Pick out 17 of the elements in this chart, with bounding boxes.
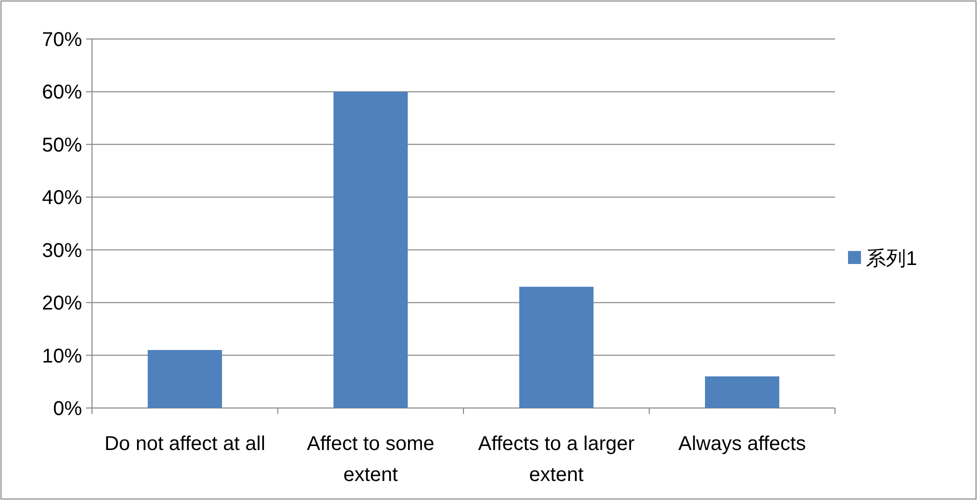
y-tick-label: 70%: [42, 29, 82, 51]
legend-label: 系列1: [866, 248, 918, 270]
bar: [519, 286, 594, 408]
bar: [333, 92, 408, 408]
y-tick-label: 20%: [42, 292, 82, 315]
bar: [704, 376, 780, 408]
y-tick-label: 0%: [53, 398, 82, 420]
y-tick-label: 50%: [42, 134, 82, 156]
y-tick-label: 30%: [42, 240, 82, 262]
x-tick-label: Always affects: [678, 433, 806, 455]
y-tick-label: 60%: [42, 82, 82, 104]
y-tick-label: 10%: [42, 345, 82, 368]
x-tick-label: Do not affect at all: [104, 433, 266, 455]
x-tick-label: Affects to a larger extent: [478, 433, 635, 486]
bar: [148, 350, 222, 408]
y-tick-label: 40%: [42, 187, 82, 210]
x-tick-label: Affect to some extent: [306, 433, 434, 486]
